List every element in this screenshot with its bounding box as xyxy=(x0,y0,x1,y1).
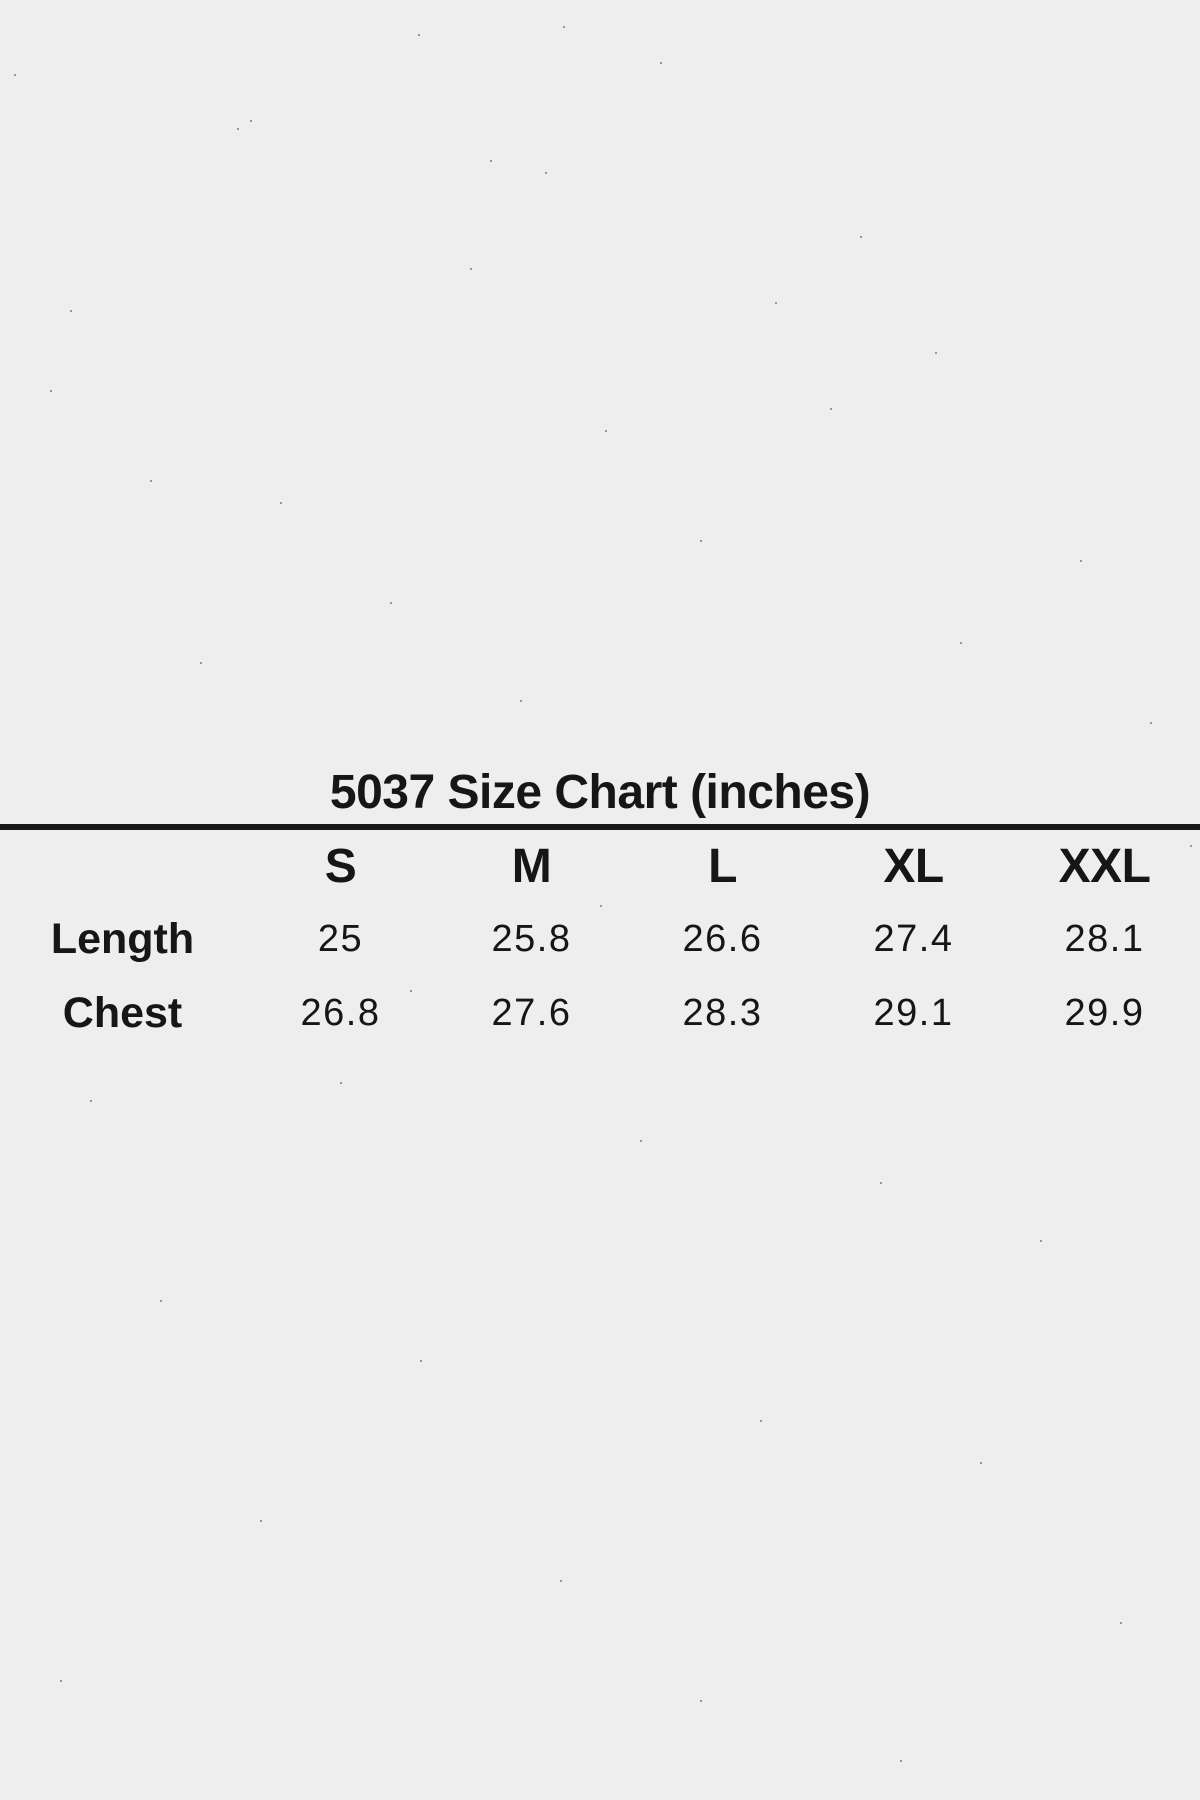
length-value-l: 26.6 xyxy=(682,917,763,960)
length-row-label: Length xyxy=(50,914,195,963)
size-header-row: S M L XL XXL xyxy=(0,830,1200,902)
chest-value-xxl: 29.9 xyxy=(1064,991,1145,1034)
length-value-xxl: 28.1 xyxy=(1064,917,1145,960)
chest-row: Chest 26.8 27.6 28.3 29.1 29.9 xyxy=(0,976,1200,1050)
chest-row-label: Chest xyxy=(62,988,183,1037)
size-column-header-l: L xyxy=(708,839,737,893)
background-noise xyxy=(0,0,2,2)
row-label-header-spacer xyxy=(0,830,245,902)
title-divider-rule xyxy=(0,824,1200,830)
length-value-m: 25.8 xyxy=(491,917,572,960)
size-chart-block: 5037 Size Chart (inches) S M L XL XXL Le… xyxy=(0,762,1200,1050)
length-value-xl: 27.4 xyxy=(873,917,954,960)
size-chart-table: S M L XL XXL Length 25 25.8 26.6 27.4 28… xyxy=(0,830,1200,1050)
chest-value-l: 28.3 xyxy=(682,991,763,1034)
size-column-header-xl: XL xyxy=(883,839,944,893)
length-value-s: 25 xyxy=(317,917,364,960)
chest-value-s: 26.8 xyxy=(300,991,381,1034)
chest-value-m: 27.6 xyxy=(491,991,572,1034)
size-column-header-xxl: XXL xyxy=(1058,839,1151,893)
length-row: Length 25 25.8 26.6 27.4 28.1 xyxy=(0,902,1200,976)
size-column-header-s: S xyxy=(324,839,357,893)
size-column-header-m: M xyxy=(511,839,552,893)
chest-value-xl: 29.1 xyxy=(873,991,954,1034)
size-chart-title: 5037 Size Chart (inches) xyxy=(329,766,871,819)
